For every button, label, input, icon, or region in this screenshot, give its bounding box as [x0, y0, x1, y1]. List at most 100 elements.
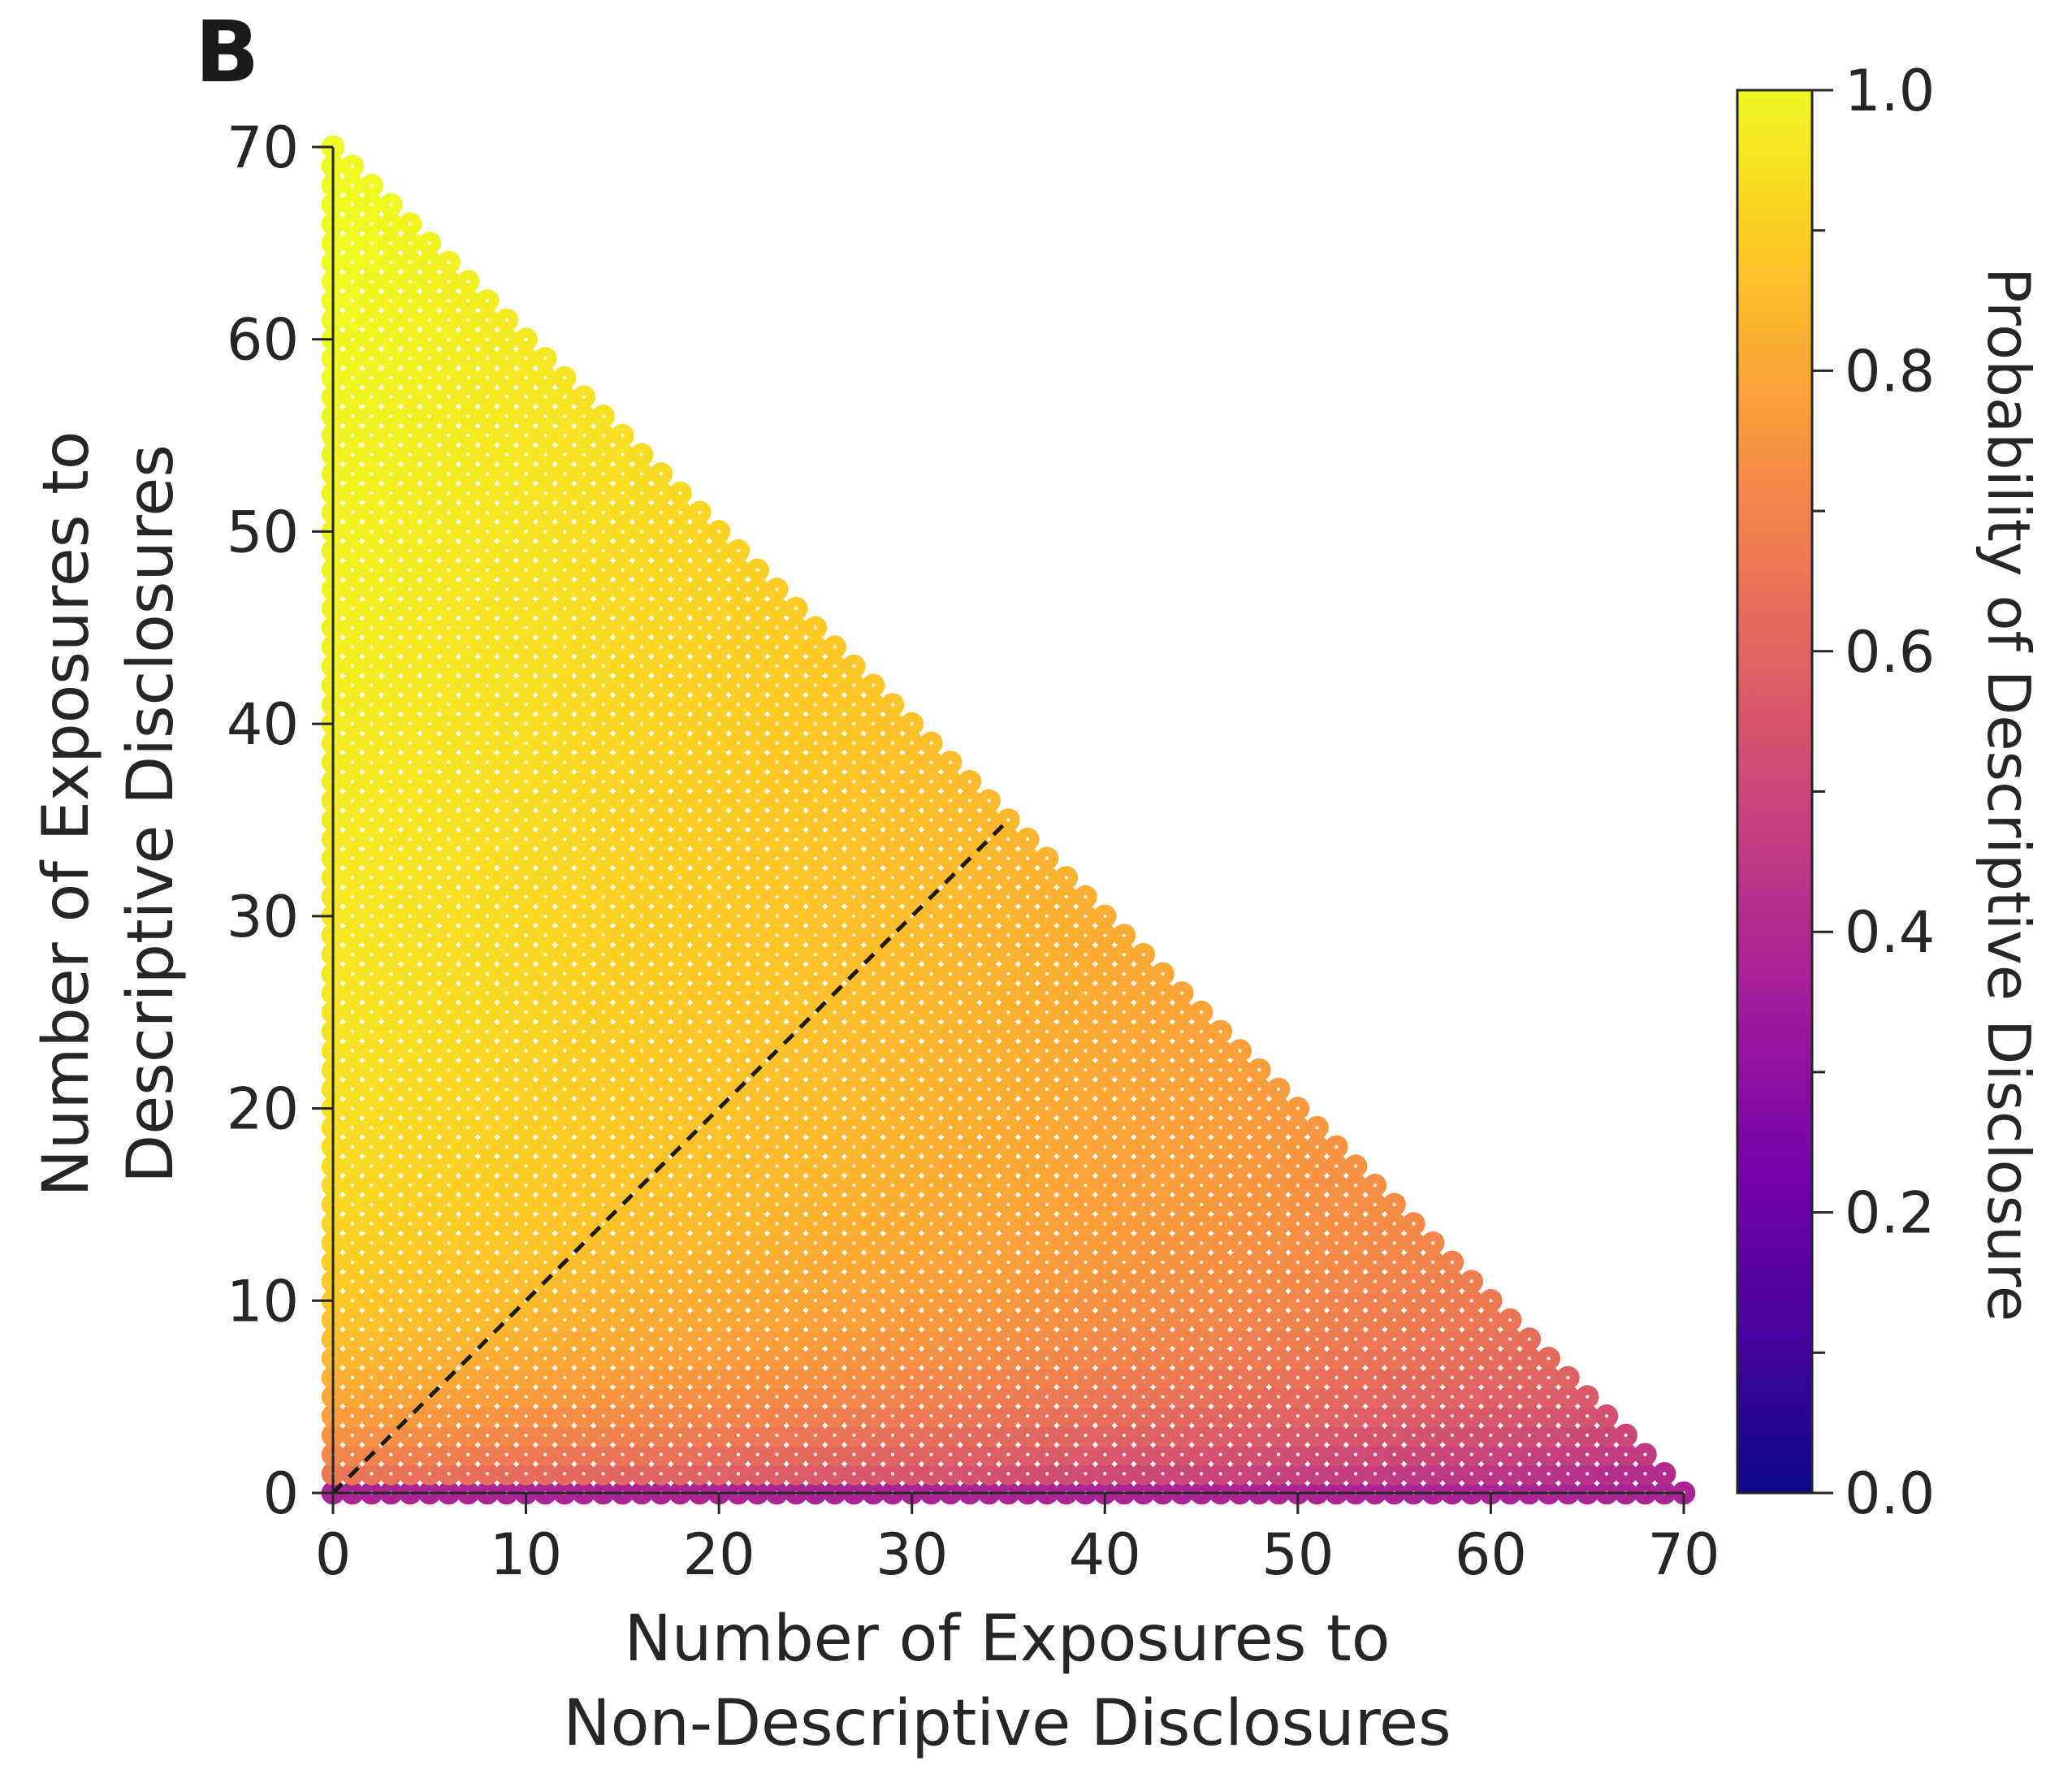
- data-point-center: [1412, 1433, 1416, 1438]
- data-point-center: [852, 876, 856, 880]
- data-point-center: [639, 1029, 644, 1034]
- data-point-center: [370, 1375, 374, 1380]
- data-point-center: [1431, 1299, 1435, 1303]
- data-point-center: [408, 933, 413, 937]
- data-point-center: [447, 1279, 451, 1283]
- data-point-center: [1045, 1106, 1049, 1110]
- data-point-center: [659, 1395, 664, 1399]
- data-point-center: [466, 491, 470, 495]
- data-point-center: [582, 1414, 586, 1418]
- data-point-center: [370, 837, 374, 842]
- data-point-center: [466, 1241, 470, 1245]
- data-point-center: [1045, 1356, 1049, 1361]
- data-point-center: [929, 953, 933, 957]
- data-point-center: [1431, 1356, 1435, 1361]
- data-point-center: [910, 1260, 914, 1265]
- data-point-center: [639, 1049, 644, 1053]
- data-point-center: [639, 895, 644, 899]
- data-point-center: [543, 1144, 547, 1149]
- data-point-center: [1218, 1318, 1223, 1322]
- data-point-center: [408, 1356, 413, 1361]
- data-point-center: [1122, 1164, 1127, 1168]
- data-point-center: [967, 914, 972, 919]
- data-point-center: [833, 1452, 837, 1456]
- data-point-center: [1257, 1164, 1261, 1168]
- data-point-center: [485, 452, 490, 456]
- data-point-center: [427, 856, 431, 861]
- data-point-center: [1045, 1472, 1049, 1476]
- data-point-center: [543, 721, 547, 726]
- data-point-center: [755, 645, 759, 649]
- data-point-center: [1296, 1126, 1300, 1130]
- data-point-center: [736, 683, 741, 687]
- data-point-center: [833, 1299, 837, 1303]
- data-point-center: [1161, 1087, 1165, 1092]
- data-point-center: [775, 1202, 779, 1207]
- data-point-center: [1141, 1241, 1146, 1245]
- data-point-center: [621, 741, 625, 745]
- data-point-center: [427, 1337, 431, 1341]
- data-point-center: [601, 837, 605, 842]
- data-point-center: [1257, 1260, 1261, 1265]
- data-point-center: [1045, 1183, 1049, 1188]
- data-point-center: [562, 914, 567, 919]
- data-point-center: [427, 818, 431, 822]
- data-point-center: [621, 1356, 625, 1361]
- data-point-center: [601, 818, 605, 822]
- data-point-center: [949, 798, 953, 803]
- data-point-center: [1006, 1375, 1010, 1380]
- data-point-center: [1141, 991, 1146, 995]
- data-point-center: [852, 914, 856, 919]
- data-point-center: [1373, 1375, 1378, 1380]
- data-point-center: [1026, 876, 1030, 880]
- data-point-center: [1373, 1472, 1378, 1476]
- data-point-center: [1026, 1222, 1030, 1226]
- data-point-center: [698, 856, 702, 861]
- data-point-center: [621, 433, 625, 438]
- data-point-center: [1218, 1356, 1223, 1361]
- data-point-center: [485, 1433, 490, 1438]
- data-point-center: [389, 1279, 393, 1283]
- data-point-center: [659, 510, 664, 514]
- data-point-center: [350, 1375, 354, 1380]
- data-point-center: [872, 1452, 876, 1456]
- data-point-center: [659, 491, 664, 495]
- data-point-center: [370, 933, 374, 937]
- data-point-center: [716, 664, 721, 668]
- data-point-center: [562, 1010, 567, 1015]
- data-point-center: [601, 1356, 605, 1361]
- data-point-center: [1373, 1414, 1378, 1418]
- data-point-center: [504, 971, 508, 976]
- data-point-center: [408, 1260, 413, 1265]
- data-point-center: [678, 876, 682, 880]
- data-point-center: [427, 1414, 431, 1418]
- data-point-center: [408, 452, 413, 456]
- data-point-center: [890, 1318, 895, 1322]
- data-point-center: [813, 1202, 818, 1207]
- data-point-center: [639, 1241, 644, 1245]
- data-point-center: [813, 1144, 818, 1149]
- data-point-center: [1045, 1318, 1049, 1322]
- data-point-center: [582, 760, 586, 764]
- data-point-center: [890, 933, 895, 937]
- data-point-center: [370, 645, 374, 649]
- data-point-center: [350, 953, 354, 957]
- data-point-center: [659, 1299, 664, 1303]
- data-point-center: [485, 1356, 490, 1361]
- data-point-center: [447, 798, 451, 803]
- data-point-center: [621, 683, 625, 687]
- data-point-center: [582, 856, 586, 861]
- data-point-center: [1064, 1126, 1069, 1130]
- data-point-center: [427, 1029, 431, 1034]
- data-point-center: [794, 1087, 798, 1092]
- data-point-center: [852, 1299, 856, 1303]
- data-point-center: [485, 818, 490, 822]
- data-point-center: [1508, 1395, 1512, 1399]
- data-point-center: [813, 837, 818, 842]
- data-point-center: [1469, 1452, 1473, 1456]
- data-point-center: [370, 1183, 374, 1188]
- data-point-center: [447, 1452, 451, 1456]
- data-point-center: [872, 760, 876, 764]
- data-point-center: [1026, 991, 1030, 995]
- data-point-center: [833, 664, 837, 668]
